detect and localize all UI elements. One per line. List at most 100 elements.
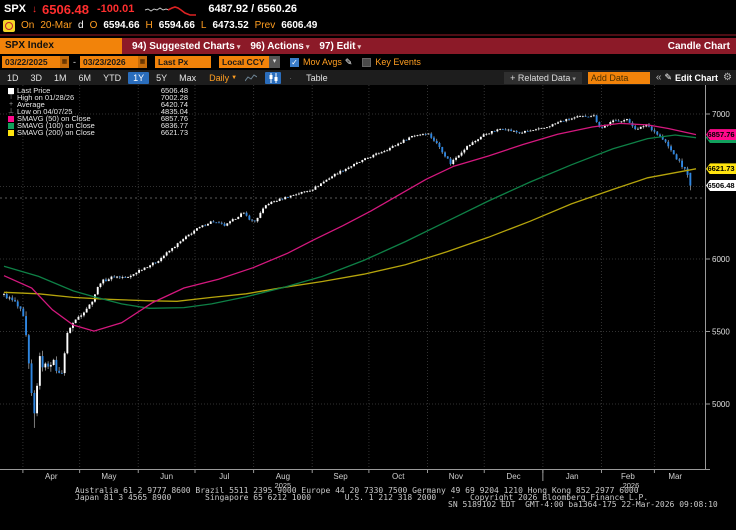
legend-value: 6621.73 <box>160 128 188 137</box>
legend-value: 4835.04 <box>160 107 188 116</box>
x-axis-month-label: Jan <box>566 472 579 481</box>
date-from-input[interactable]: 03/22/2025 <box>2 56 60 68</box>
tab-1d[interactable]: 1D <box>7 72 19 83</box>
chart-area[interactable]: 7000 6000 5500 5000 Apr May Jun Jul Aug Sep Oct Nov… <box>0 85 736 530</box>
pencil-icon[interactable]: ✎ <box>344 56 353 67</box>
menu-bar: SPX Index 94) Suggested Charts ▾ 96) Acti… <box>0 38 736 54</box>
price-change: -100.01 <box>97 3 135 15</box>
ticker-symbol: SPX <box>4 3 27 15</box>
legend-row: SMAVG (50) on Close 6857.76 <box>8 115 188 122</box>
gear-icon[interactable]: ⚙ <box>723 72 732 83</box>
chevron-down-icon: ▼ <box>231 74 238 81</box>
legend-value: 7002.28 <box>160 93 188 102</box>
tab-5y[interactable]: 5Y <box>156 72 168 83</box>
tab-3d[interactable]: 3D <box>30 72 43 83</box>
low-value: 6473.52 <box>212 20 249 31</box>
y-axis-tick-label: 7000 <box>712 110 730 119</box>
menu-suggested-charts[interactable]: 94) Suggested Charts ▾ <box>132 40 241 52</box>
candle-chart-svg[interactable]: 7000 6000 5500 5000 Apr May Jun Jul Aug Sep Oct Nov… <box>0 85 736 530</box>
average-marker-icon: + <box>8 100 14 108</box>
alarm-clock-icon[interactable] <box>3 19 15 32</box>
chevron-down-icon: ▾ <box>236 43 241 51</box>
chevron-down-icon: ▾ <box>305 43 310 51</box>
tab-1y[interactable]: 1Y <box>128 71 150 84</box>
price-field-select[interactable]: Last Px <box>155 56 211 68</box>
chevron-down-icon: ▾ <box>357 43 362 51</box>
y-axis-tick-label: 5000 <box>712 400 730 409</box>
related-data-button[interactable]: + Related Data ▾ <box>504 71 582 84</box>
legend-label: High on 01/28/26 <box>17 93 75 102</box>
collapse-panel-icon[interactable]: « <box>655 72 662 83</box>
x-axis-month-label: Dec <box>506 472 520 481</box>
prev-value: 6606.49 <box>281 20 318 31</box>
calendar-icon[interactable]: ▦ <box>60 56 69 68</box>
legend-label: Last Price <box>17 86 51 95</box>
calendar-icon[interactable]: ▦ <box>138 56 147 68</box>
session-freq: d <box>78 20 84 31</box>
chevron-down-icon[interactable]: ▾ <box>269 56 280 68</box>
security-field[interactable]: SPX Index <box>0 38 122 54</box>
last-price: 6506.48 <box>42 1 90 17</box>
session-date: 20-Mar <box>40 20 73 31</box>
legend-row: ⊤ High on 01/28/26 7002.28 <box>8 93 188 102</box>
bid-ask: 6487.92 / 6560.26 <box>208 3 298 15</box>
footer-contacts-line2: Japan 81 3 4565 8900 Singapore 65 6212 1… <box>75 493 649 502</box>
open-label: O <box>89 20 98 31</box>
price-badge: 6857.76 <box>706 129 736 141</box>
legend-row: SMAVG (100) on Close 6836.77 <box>8 122 188 129</box>
menu-actions[interactable]: 96) Actions ▾ <box>250 40 310 52</box>
footer-session-info: SN 5189102 EDT GMT-4:00 ba1364-175 22-Ma… <box>448 500 718 509</box>
y-axis-tick-label: 5500 <box>712 328 730 337</box>
y-axis-tick-label: 6000 <box>712 255 730 264</box>
tab-ytd[interactable]: YTD <box>103 72 122 83</box>
currency-select[interactable]: Local CCY <box>219 56 269 68</box>
x-axis-year-label: 2026 <box>623 481 640 490</box>
tab-6m[interactable]: 6M <box>78 72 92 83</box>
candles-group <box>3 115 692 414</box>
candle-wicks <box>3 113 691 428</box>
pencil-icon: ✎ <box>664 72 673 82</box>
legend-label: Low on 04/07/25 <box>17 107 73 116</box>
add-data-input[interactable]: Add Data <box>587 71 650 84</box>
x-axis-month-label: May <box>101 472 116 481</box>
x-axis-month-label: Oct <box>392 472 405 481</box>
x-axis-month-label: Jun <box>160 472 173 481</box>
range-tabstrip: 1D 3D 1M 6M YTD 1Y 5Y Max Daily ▼ · Tabl… <box>0 70 736 85</box>
more-tools-icon[interactable]: · <box>289 72 293 83</box>
table-button[interactable]: Table <box>306 72 328 83</box>
chart-type-title: Candle Chart <box>667 40 730 52</box>
low-label: L <box>200 20 207 31</box>
key-events-checkbox[interactable] <box>362 57 372 67</box>
intraday-sparkline <box>145 5 197 16</box>
footer-contacts-line1: Australia 61 2 9777 8600 Brazil 5511 239… <box>75 486 639 495</box>
menu-edit[interactable]: 97) Edit ▾ <box>319 40 362 52</box>
tab-max[interactable]: Max <box>179 72 197 83</box>
legend-row: SMAVG (200) on Close 6621.73 <box>8 129 188 136</box>
edit-chart-button[interactable]: Edit Chart <box>675 72 719 83</box>
session-stats: On 20-Mar d O 6594.66 H 6594.66 L 6473.5… <box>0 18 736 33</box>
mov-avgs-checkbox[interactable]: ✓ <box>290 57 299 67</box>
high-value: 6594.66 <box>158 20 195 31</box>
legend-value: 6836.77 <box>160 121 188 130</box>
quote-header: SPX ↓ 6506.48 -100.01 6487.92 / 6560.26 <box>0 1 736 17</box>
legend-label: Average <box>17 100 45 109</box>
divider <box>0 34 736 36</box>
legend-value: 6857.76 <box>160 114 188 123</box>
prev-label: Prev <box>254 20 276 31</box>
on-label: On <box>21 20 35 31</box>
tab-1m[interactable]: 1M <box>54 72 67 83</box>
x-axis-month-label: Feb <box>621 472 635 481</box>
date-range-separator: - <box>73 57 76 67</box>
x-axis-month-label: Mar <box>668 472 682 481</box>
legend-value: 6506.48 <box>160 86 188 95</box>
candle-chart-icon[interactable] <box>265 71 282 84</box>
chart-legend: Last Price 6506.48 ⊤ High on 01/28/26 7002.2… <box>8 87 188 136</box>
legend-label: SMAVG (50) on Close <box>17 114 91 123</box>
legend-label: SMAVG (100) on Close <box>17 121 95 130</box>
line-chart-icon[interactable] <box>243 72 259 84</box>
date-to-input[interactable]: 03/23/2026 <box>80 56 138 68</box>
price-badge: 6506.48 <box>706 180 736 192</box>
period-select[interactable]: Daily <box>209 72 230 83</box>
legend-label: SMAVG (200) on Close <box>17 128 95 137</box>
